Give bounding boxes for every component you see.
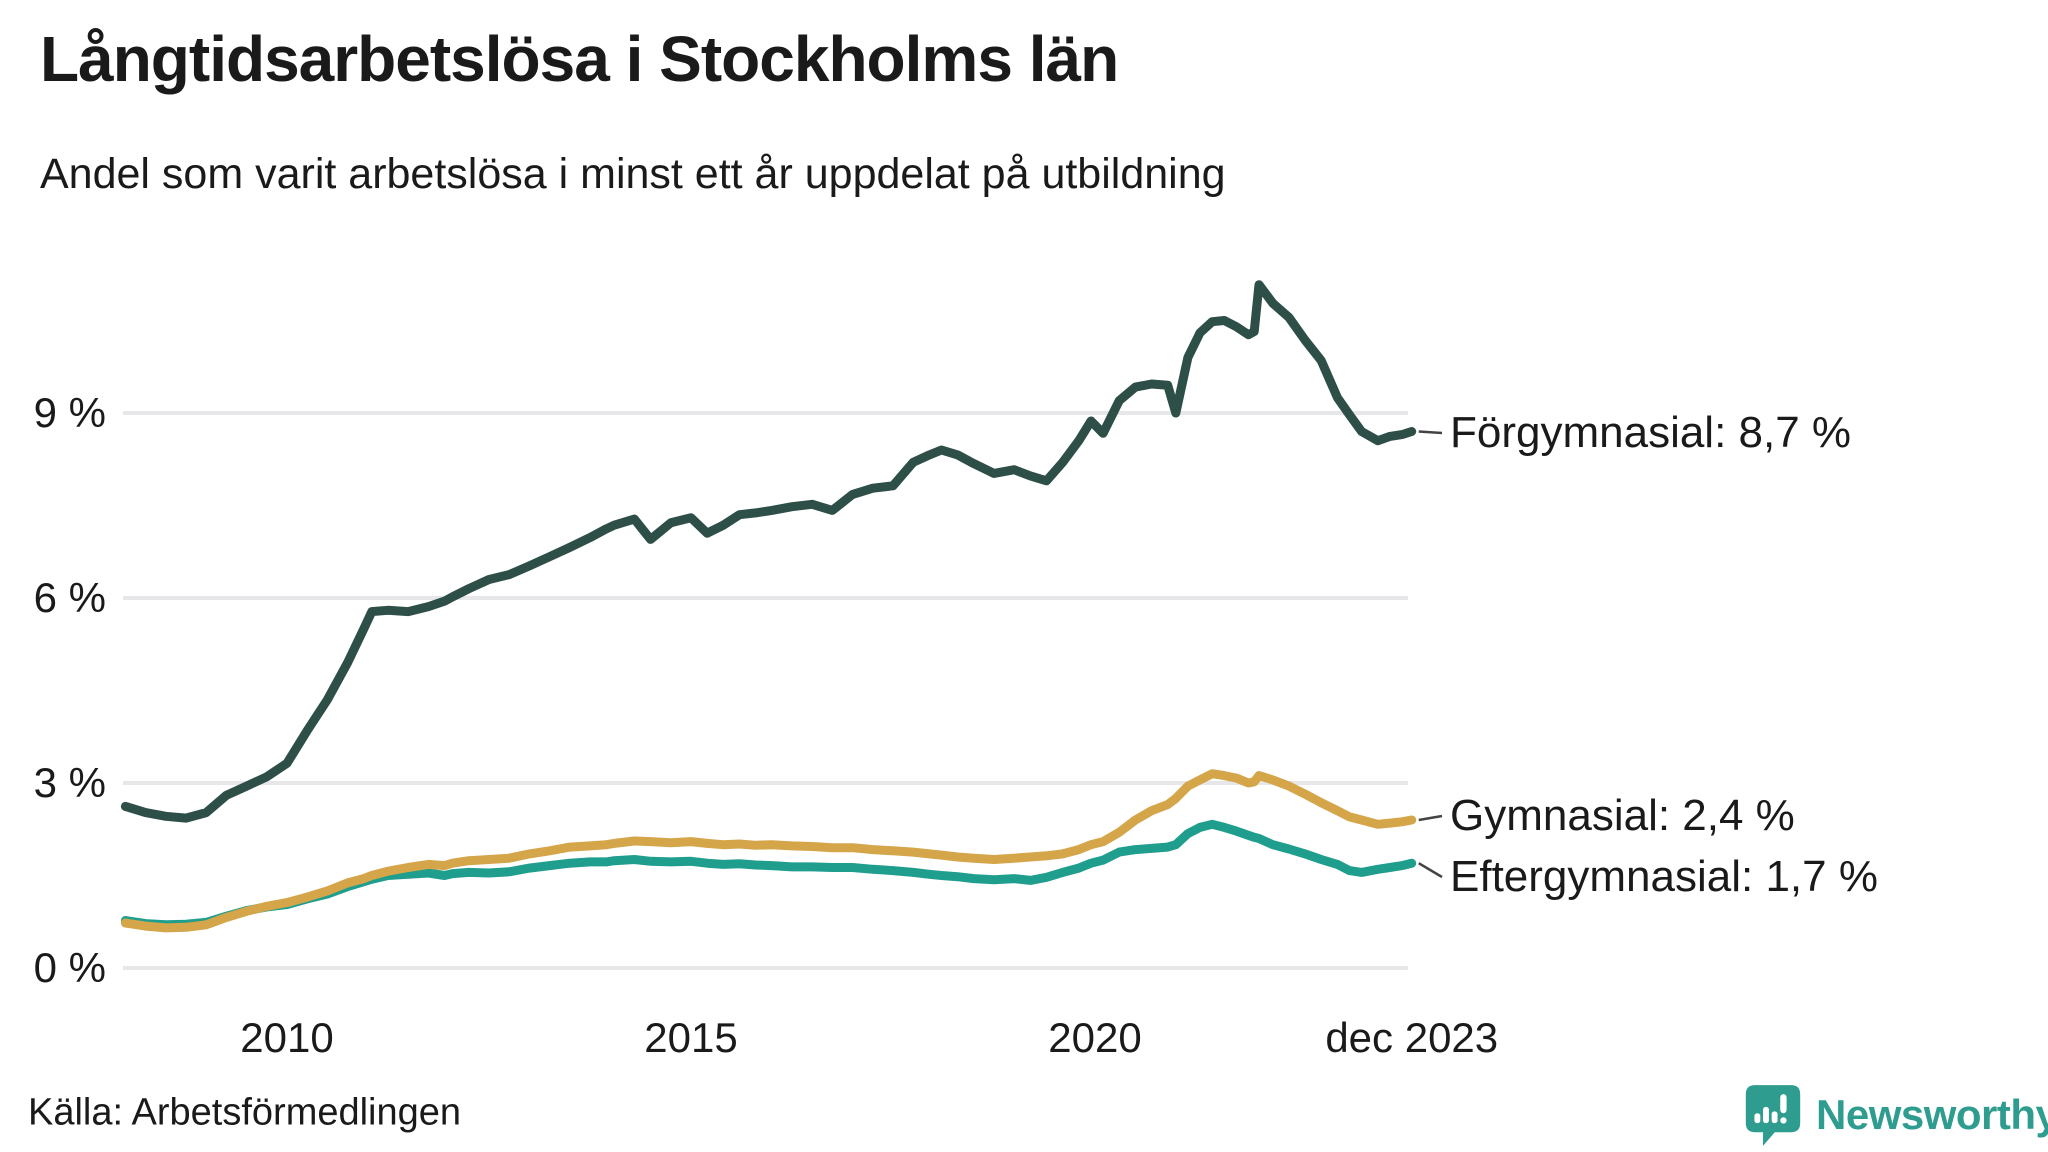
y-tick-label-0: 0 % [33, 944, 106, 991]
series-end-label-forgymnasial: Förgymnasial: 8,7 % [1450, 408, 1852, 457]
label-connector-eftergymnasial [1418, 862, 1443, 879]
series-end-label-eftergymnasial: Eftergymnasial: 1,7 % [1450, 852, 1878, 901]
source-note: Källa: Arbetsförmedlingen [28, 1091, 462, 1134]
newsworthy-logo-icon [1745, 1085, 1801, 1146]
series-end-label-gymnasial: Gymnasial: 2,4 % [1450, 791, 1795, 840]
page-title: Långtidsarbetslösa i Stockholms län [40, 23, 1119, 95]
x-tick-label-2015: 2015 [644, 1014, 738, 1061]
y-tick-label-6: 6 % [33, 573, 106, 621]
label-connector-gymnasial [1418, 814, 1443, 822]
y-tick-label-9: 9 % [33, 388, 106, 436]
x-tick-label-2020: 2020 [1048, 1014, 1142, 1061]
newsworthy-logo-text: Newsworthy [1816, 1091, 2048, 1138]
y-tick-label-3: 3 % [33, 758, 106, 806]
x-tick-label-dec-2023: dec 2023 [1325, 1014, 1499, 1061]
newsworthy-logo: Newsworthy [1744, 1082, 2048, 1148]
series-line-forgymnasial [120, 280, 1417, 823]
series-line-eftergymnasial [120, 819, 1417, 930]
page-subtitle: Andel som varit arbetslösa i minst ett å… [40, 150, 1226, 198]
x-tick-label-2010: 2010 [240, 1014, 334, 1061]
series-line-gymnasial [120, 769, 1417, 933]
label-connector-forgymnasial [1418, 430, 1443, 435]
